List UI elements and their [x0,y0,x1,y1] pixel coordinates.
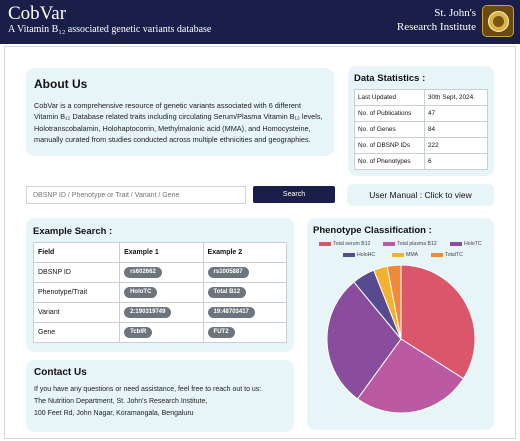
example-search-title: Example Search : [33,226,113,237]
contact-card: Contact Us If you have any questions or … [26,360,294,432]
stats-value: 47 [424,105,488,122]
table-row: DBSNP ID rs602662 rs1005887 [32,262,288,283]
column-header-example-1: Example 1 [119,242,204,263]
stats-label: No. of Genes [354,121,425,138]
legend-label: TotalTC [445,252,463,258]
legend-item[interactable]: Total plasma B12 [383,241,437,247]
institute-name[interactable]: St. John's Research Institute [397,6,476,34]
column-header-example-2: Example 2 [202,242,288,263]
about-card: About Us CobVar is a comprehensive resou… [26,68,334,156]
stats-row: No. of Genes 84 [354,121,488,138]
example-pill[interactable]: 2:190319749 [124,307,172,318]
stats-value: 30th Sept, 2024. [424,89,488,106]
stats-card: Data Statistics : Last Updated 30th Sept,… [348,66,494,176]
search-input[interactable] [26,186,246,204]
example-pill[interactable]: HoloTC [124,287,158,298]
example-2-cell: 19:48703417 [202,302,288,323]
app-title[interactable]: CobVar [8,3,67,24]
chart-title: Phenotype Classification : [313,225,432,236]
table-row: Variant 2:190319749 19:48703417 [32,302,288,323]
example-header-row: Field Example 1 Example 2 [32,242,288,263]
legend-swatch [392,252,404,257]
example-2-cell: FUT2 [202,322,288,343]
legend-swatch [450,241,462,246]
pie-slice-total-plasma-b12[interactable] [356,338,465,414]
legend-swatch [431,252,443,257]
stats-row: No. of Publications 47 [354,105,488,122]
app-tagline: A Vitamin B₁₂ associated genetic variant… [8,24,212,35]
example-2-cell: Total B12 [202,282,288,303]
field-label: Gene [32,322,121,343]
institute-logo[interactable] [482,5,514,37]
example-pill[interactable]: TcblR [124,327,153,338]
stats-value: 222 [424,137,488,154]
example-pill[interactable]: Total B12 [207,287,247,298]
legend-item[interactable]: HoloHC [343,252,375,258]
stats-row: Last Updated 30th Sept, 2024. [354,89,488,106]
institute-name-line1: St. John's [434,7,476,19]
stats-title: Data Statistics : [354,73,426,84]
example-1-cell: HoloTC [119,282,204,303]
legend-swatch [343,252,355,257]
table-row: Phenotype/Trait HoloTC Total B12 [32,282,288,303]
example-1-cell: 2:190319749 [119,302,204,323]
about-title: About Us [34,77,88,91]
example-1-cell: rs602662 [119,262,204,283]
example-pill[interactable]: rs602662 [124,267,162,278]
legend-label: HoloHC [357,252,376,258]
logo-core [493,16,504,27]
example-pill[interactable]: 19:48703417 [207,307,255,318]
stats-label: Last Updated [354,89,425,106]
example-pill[interactable]: FUT2 [207,327,235,338]
stats-row: No. of DBSNP IDs 222 [354,137,488,154]
contact-address: 100 Feet Rd, John Nagar, Koramangala, Be… [34,410,194,417]
stats-label: No. of Phenotypes [354,153,425,170]
stats-table: Last Updated 30th Sept, 2024. No. of Publ… [354,89,488,170]
column-header-field: Field [32,242,121,263]
legend-item[interactable]: HoloTC [450,241,482,247]
pie-slice-totaltc[interactable] [386,264,402,340]
chart-legend: Total serum B12 Total plasma B12 HoloTC … [315,241,491,263]
example-table: Field Example 1 Example 2 DBSNP ID rs602… [32,242,288,343]
stats-value: 6 [424,153,488,170]
field-label: DBSNP ID [32,262,121,283]
legend-label: HoloTC [464,241,482,247]
search-button[interactable]: Search [253,186,335,203]
app-header: CobVar A Vitamin B₁₂ associated genetic … [0,0,520,44]
legend-item[interactable]: Total serum B12 [319,241,370,247]
example-1-cell: TcblR [119,322,204,343]
field-label: Phenotype/Trait [32,282,121,303]
stats-value: 84 [424,121,488,138]
legend-item[interactable]: TotalTC [431,252,463,258]
contact-intro: If you have any questions or need assist… [34,386,262,393]
legend-swatch [383,241,395,246]
legend-label: Total plasma B12 [397,241,437,247]
phenotype-pie-chart [326,264,476,414]
legend-label: Total serum B12 [333,241,371,247]
contact-title: Contact Us [34,367,87,378]
field-label: Variant [32,302,121,323]
example-2-cell: rs1005887 [202,262,288,283]
stats-label: No. of Publications [354,105,425,122]
example-search-card: Example Search : Field Example 1 Example… [26,218,294,352]
table-row: Gene TcblR FUT2 [32,322,288,343]
stats-row: No. of Phenotypes 6 [354,153,488,170]
pie-slice-holotc[interactable] [326,281,402,400]
contact-department: The Nutrition Department, St. John's Res… [34,398,208,405]
legend-swatch [319,241,331,246]
user-manual-button[interactable]: User Manual : Click to view [347,184,494,206]
institute-name-line2: Research Institute [396,21,476,33]
legend-item[interactable]: MMA [392,252,418,258]
legend-label: MMA [406,252,419,258]
about-text: CobVar is a comprehensive resource of ge… [34,101,323,145]
example-pill[interactable]: rs1005887 [207,267,249,278]
stats-label: No. of DBSNP IDs [354,137,425,154]
